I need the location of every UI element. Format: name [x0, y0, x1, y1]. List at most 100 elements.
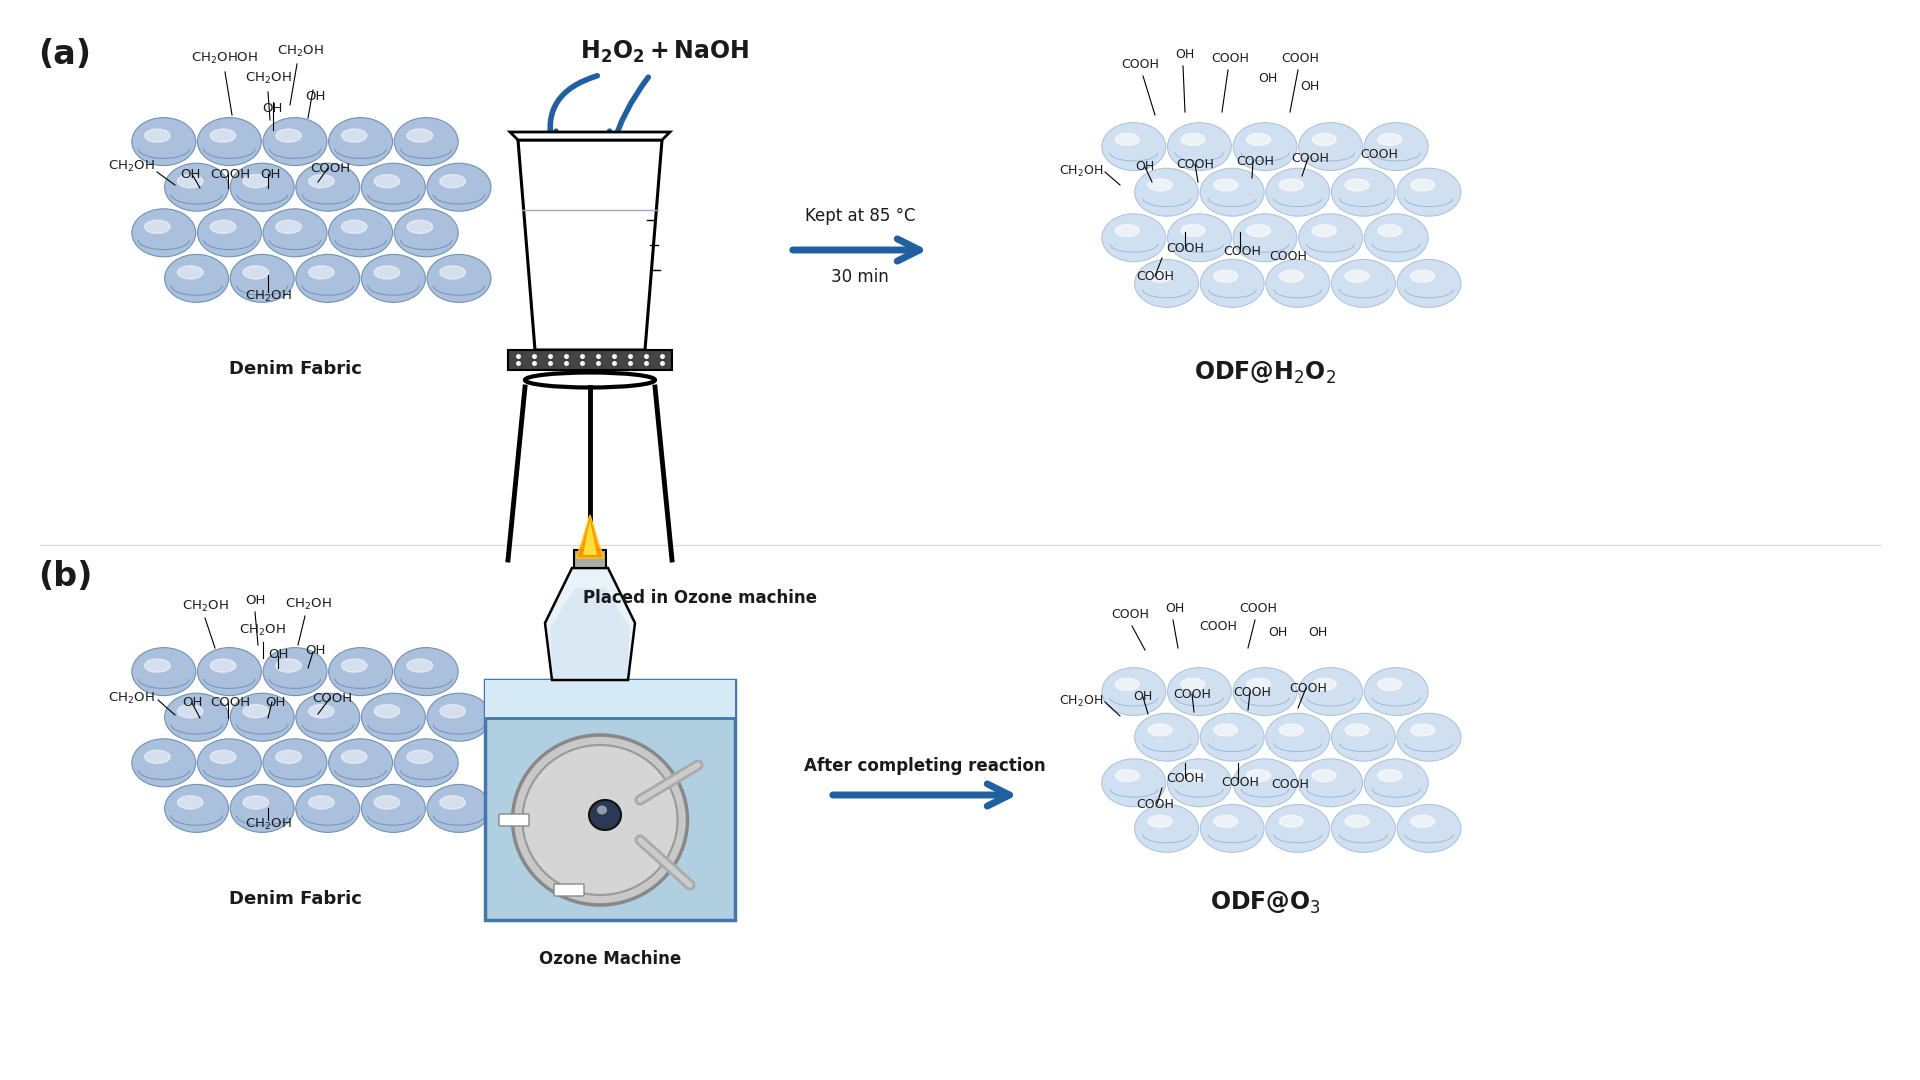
- Ellipse shape: [1411, 815, 1434, 827]
- Ellipse shape: [394, 208, 459, 257]
- Ellipse shape: [342, 659, 367, 672]
- Ellipse shape: [1233, 123, 1298, 171]
- Ellipse shape: [361, 163, 426, 212]
- Ellipse shape: [132, 118, 196, 165]
- Ellipse shape: [1246, 134, 1271, 146]
- Text: OH: OH: [1269, 626, 1288, 639]
- Ellipse shape: [1233, 667, 1298, 716]
- Ellipse shape: [342, 129, 367, 143]
- Text: OH: OH: [180, 168, 200, 181]
- Text: CH$_2$OH: CH$_2$OH: [244, 71, 292, 86]
- Text: COOH: COOH: [1271, 778, 1309, 791]
- Ellipse shape: [1298, 759, 1363, 807]
- Ellipse shape: [177, 704, 204, 718]
- Ellipse shape: [374, 175, 399, 188]
- Text: COOH: COOH: [1137, 270, 1173, 283]
- Text: OH: OH: [1175, 48, 1194, 60]
- Ellipse shape: [1200, 805, 1263, 852]
- Text: OH: OH: [265, 696, 286, 708]
- Ellipse shape: [1200, 713, 1263, 761]
- Ellipse shape: [597, 806, 607, 814]
- Ellipse shape: [440, 796, 465, 809]
- Polygon shape: [545, 568, 636, 680]
- Ellipse shape: [198, 208, 261, 257]
- Text: Ozone Machine: Ozone Machine: [540, 950, 682, 968]
- Ellipse shape: [361, 693, 426, 741]
- Text: CH$_2$OH: CH$_2$OH: [108, 691, 156, 706]
- Text: COOH: COOH: [311, 692, 351, 705]
- Text: ODF@O$_3$: ODF@O$_3$: [1210, 890, 1321, 916]
- Ellipse shape: [1116, 134, 1139, 146]
- Ellipse shape: [1398, 168, 1461, 216]
- Ellipse shape: [1181, 134, 1206, 146]
- Text: COOH: COOH: [1212, 52, 1248, 65]
- Text: CH$_2$OH: CH$_2$OH: [244, 816, 292, 832]
- Ellipse shape: [1379, 678, 1402, 690]
- Ellipse shape: [328, 208, 392, 257]
- Ellipse shape: [361, 255, 426, 302]
- Ellipse shape: [244, 796, 269, 809]
- Ellipse shape: [230, 255, 294, 302]
- Ellipse shape: [177, 796, 204, 809]
- Ellipse shape: [374, 796, 399, 809]
- Ellipse shape: [1279, 815, 1304, 827]
- Ellipse shape: [1233, 759, 1298, 807]
- Text: COOH: COOH: [1221, 777, 1260, 789]
- Ellipse shape: [209, 220, 236, 233]
- Text: OH: OH: [305, 644, 324, 657]
- Ellipse shape: [1298, 214, 1363, 261]
- Ellipse shape: [263, 648, 326, 696]
- Text: CH$_2$OHOH: CH$_2$OHOH: [192, 51, 259, 66]
- Text: CH$_2$OH: CH$_2$OH: [1058, 164, 1102, 179]
- FancyBboxPatch shape: [486, 680, 735, 718]
- Text: CH$_2$OH: CH$_2$OH: [276, 44, 323, 59]
- FancyBboxPatch shape: [486, 680, 735, 920]
- Ellipse shape: [209, 751, 236, 764]
- Ellipse shape: [1148, 270, 1173, 282]
- Ellipse shape: [426, 693, 492, 741]
- Ellipse shape: [309, 266, 334, 279]
- Text: OH: OH: [267, 648, 288, 661]
- FancyBboxPatch shape: [509, 350, 672, 370]
- Ellipse shape: [1213, 724, 1238, 735]
- Ellipse shape: [426, 163, 492, 212]
- Ellipse shape: [1102, 214, 1165, 261]
- Ellipse shape: [1346, 815, 1369, 827]
- Ellipse shape: [1279, 724, 1304, 735]
- Text: COOH: COOH: [1281, 52, 1319, 65]
- Ellipse shape: [1213, 270, 1238, 282]
- Text: CH$_2$OH: CH$_2$OH: [182, 599, 228, 615]
- Ellipse shape: [1167, 214, 1231, 261]
- Ellipse shape: [407, 751, 432, 764]
- Text: COOH: COOH: [1290, 152, 1329, 165]
- Ellipse shape: [1213, 815, 1238, 827]
- Ellipse shape: [394, 739, 459, 787]
- Text: COOH: COOH: [1121, 58, 1160, 71]
- Ellipse shape: [1135, 713, 1198, 761]
- Text: COOH: COOH: [1165, 242, 1204, 255]
- Text: COOH: COOH: [1238, 602, 1277, 615]
- Ellipse shape: [1181, 678, 1206, 690]
- Ellipse shape: [1135, 259, 1198, 308]
- Ellipse shape: [1102, 667, 1165, 716]
- Text: COOH: COOH: [1233, 686, 1271, 699]
- Ellipse shape: [342, 751, 367, 764]
- Text: OH: OH: [259, 168, 280, 181]
- Ellipse shape: [1279, 270, 1304, 282]
- Ellipse shape: [1379, 134, 1402, 146]
- Text: Denim Fabric: Denim Fabric: [228, 360, 361, 378]
- Ellipse shape: [1298, 667, 1363, 716]
- Ellipse shape: [513, 735, 687, 905]
- FancyBboxPatch shape: [574, 550, 607, 568]
- Ellipse shape: [1246, 770, 1271, 782]
- Ellipse shape: [1365, 667, 1428, 716]
- Ellipse shape: [1148, 815, 1173, 827]
- Ellipse shape: [177, 175, 204, 188]
- Ellipse shape: [407, 220, 432, 233]
- Text: CH$_2$OH: CH$_2$OH: [1058, 694, 1102, 710]
- Ellipse shape: [1246, 678, 1271, 690]
- Text: COOH: COOH: [1269, 249, 1308, 264]
- Ellipse shape: [374, 704, 399, 718]
- Ellipse shape: [132, 208, 196, 257]
- Ellipse shape: [309, 796, 334, 809]
